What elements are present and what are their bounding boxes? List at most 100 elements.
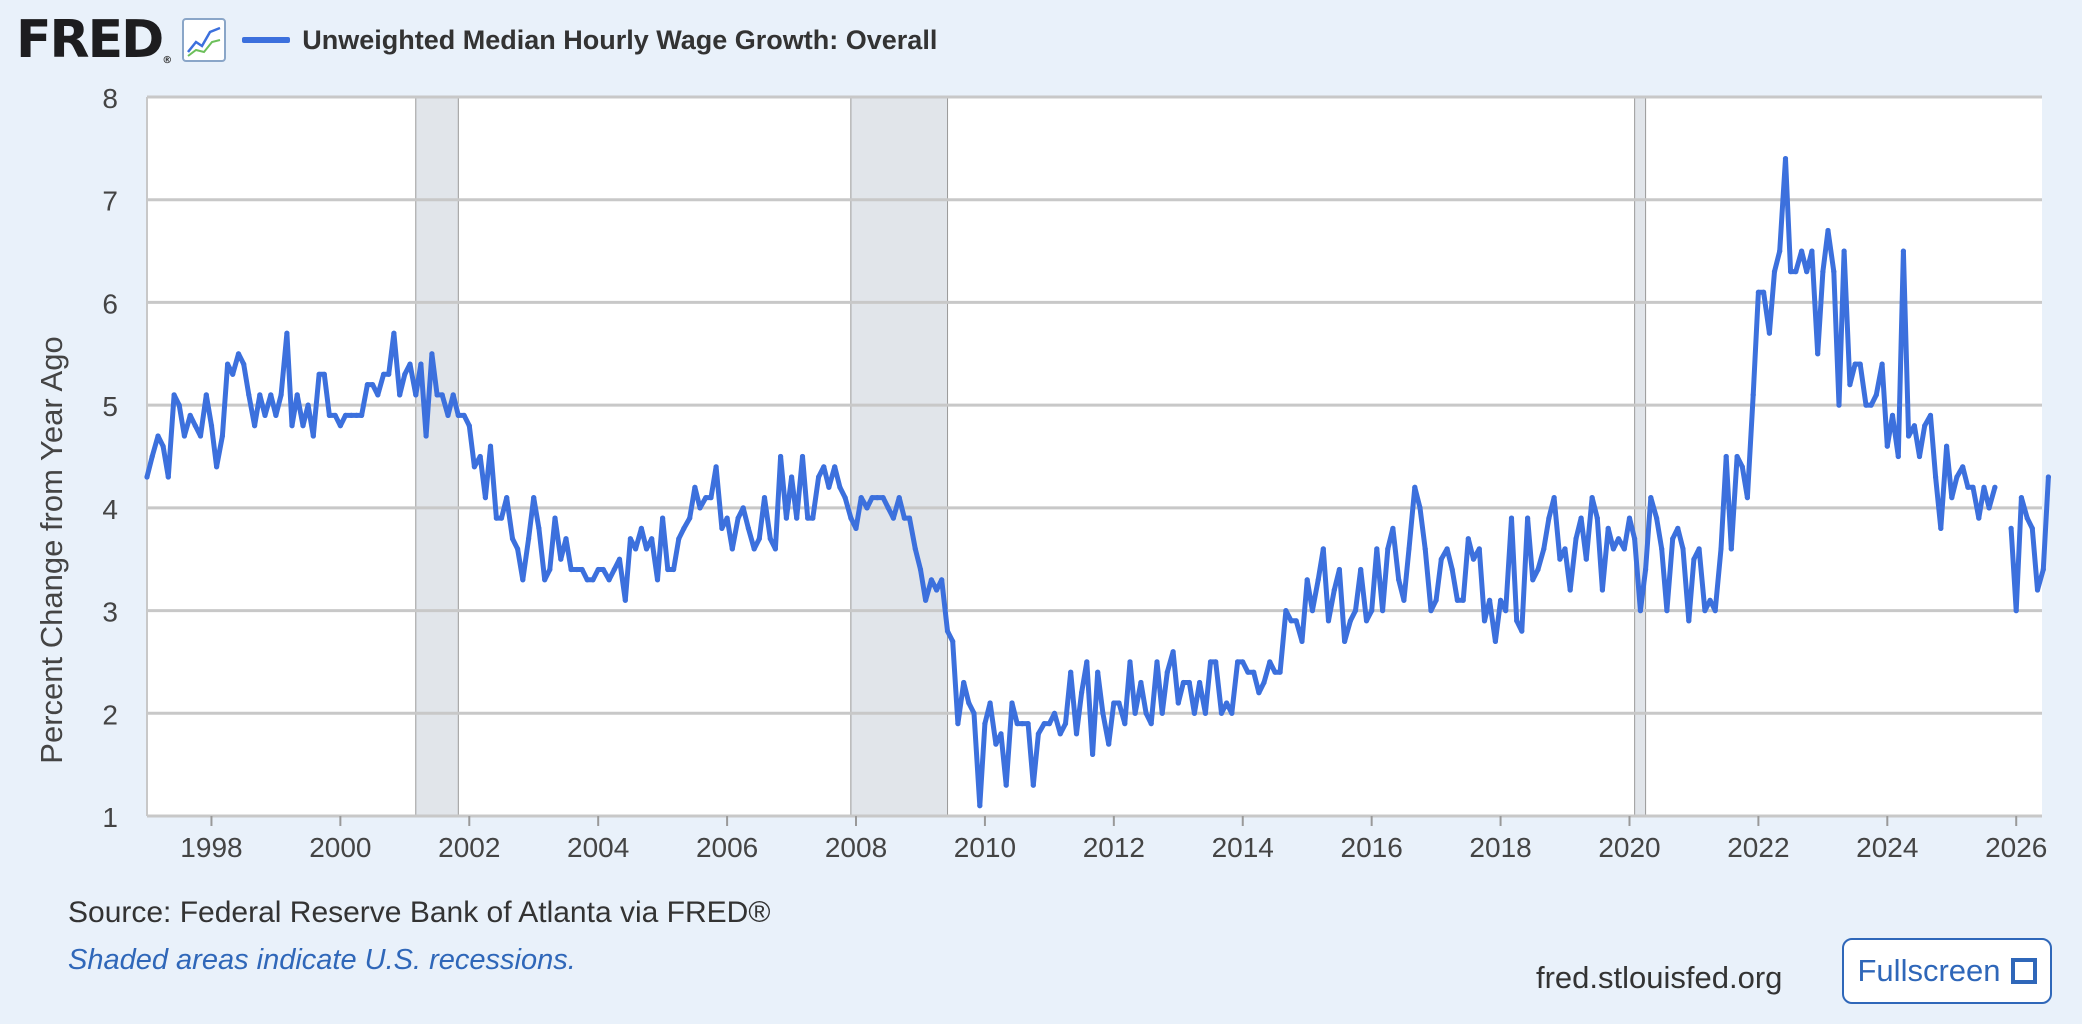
data-point xyxy=(235,351,242,357)
data-point xyxy=(1514,618,1520,624)
data-point xyxy=(289,423,295,429)
legend-swatch xyxy=(242,37,291,43)
data-point xyxy=(864,505,870,511)
fred-logo[interactable]: FRED® xyxy=(16,10,172,70)
data-point xyxy=(1815,351,1821,357)
data-point xyxy=(1347,618,1353,624)
data-point xyxy=(1626,515,1633,521)
data-point xyxy=(1696,546,1702,552)
data-point xyxy=(1396,577,1402,583)
x-tick-label: 2016 xyxy=(1341,832,1403,863)
source-text: Source: Federal Reserve Bank of Atlanta … xyxy=(68,896,771,929)
data-point xyxy=(939,577,945,583)
data-point xyxy=(874,495,880,501)
data-point xyxy=(1820,269,1826,275)
data-point xyxy=(740,505,746,511)
sparkline-icon[interactable] xyxy=(182,18,227,62)
data-point xyxy=(1712,608,1718,614)
data-point xyxy=(896,495,902,501)
data-point xyxy=(558,556,564,562)
data-point xyxy=(1449,566,1455,573)
data-point xyxy=(1438,556,1444,562)
data-point xyxy=(671,566,677,573)
data-point xyxy=(719,525,725,532)
data-point xyxy=(504,495,510,501)
data-point xyxy=(837,484,843,490)
fred-url[interactable]: fred.stlouisfed.org xyxy=(1536,960,1783,995)
data-point xyxy=(1965,484,1971,490)
data-point xyxy=(805,515,811,521)
data-point xyxy=(1051,710,1058,716)
x-tick-label: 2006 xyxy=(696,832,758,863)
data-point xyxy=(1154,659,1160,665)
data-point xyxy=(987,700,993,706)
data-point xyxy=(1363,618,1370,624)
data-point xyxy=(1535,566,1541,573)
data-point xyxy=(1884,443,1890,449)
data-point xyxy=(241,361,247,367)
data-point xyxy=(1331,587,1337,593)
data-point xyxy=(660,515,666,521)
data-point xyxy=(268,392,274,398)
data-point xyxy=(654,577,661,583)
data-point xyxy=(230,371,236,377)
data-point xyxy=(1245,669,1251,675)
data-point xyxy=(423,433,429,439)
data-point xyxy=(1207,659,1214,665)
data-point xyxy=(606,577,612,583)
data-point xyxy=(869,495,875,501)
data-point xyxy=(1304,577,1310,583)
data-point xyxy=(337,423,343,429)
data-point xyxy=(1019,721,1025,727)
data-point xyxy=(692,484,698,490)
data-point xyxy=(482,495,488,501)
data-point xyxy=(858,495,864,501)
data-point xyxy=(880,495,886,501)
data-point xyxy=(1369,608,1375,614)
data-point xyxy=(466,423,472,429)
fullscreen-button[interactable]: Fullscreen xyxy=(1842,938,2052,1004)
data-point xyxy=(225,361,231,367)
data-point xyxy=(1610,546,1616,552)
data-point xyxy=(1062,721,1069,727)
data-point xyxy=(1750,392,1756,398)
data-point xyxy=(1637,608,1643,614)
data-point xyxy=(1325,618,1332,624)
data-point xyxy=(1106,741,1112,747)
data-point xyxy=(1057,731,1063,737)
data-point xyxy=(1465,536,1471,542)
data-point xyxy=(1589,495,1595,501)
data-point xyxy=(375,392,381,398)
data-point xyxy=(402,371,408,377)
data-point xyxy=(745,525,752,532)
data-point xyxy=(321,371,327,377)
data-point xyxy=(498,515,505,521)
data-point xyxy=(713,464,719,470)
data-point xyxy=(413,392,419,398)
data-point xyxy=(853,525,859,532)
data-point xyxy=(1809,248,1815,254)
data-point xyxy=(203,392,209,398)
data-point xyxy=(1895,453,1901,460)
y-tick-label: 6 xyxy=(102,288,118,319)
x-tick-label: 2010 xyxy=(954,832,1016,863)
data-point xyxy=(208,423,215,429)
data-point xyxy=(1938,525,1944,532)
data-point xyxy=(1299,638,1305,645)
data-point xyxy=(1825,227,1831,234)
data-point xyxy=(993,741,999,747)
data-point xyxy=(1213,659,1219,665)
data-point xyxy=(1578,515,1584,521)
data-point xyxy=(1804,269,1810,275)
data-point xyxy=(1487,597,1493,603)
data-point xyxy=(1014,721,1020,727)
data-point xyxy=(1116,700,1122,706)
data-point xyxy=(1573,536,1579,542)
gridlines xyxy=(146,95,2042,818)
data-point xyxy=(1788,269,1794,275)
data-point xyxy=(477,453,483,460)
data-point xyxy=(1261,679,1267,686)
data-point xyxy=(1090,751,1096,758)
data-point xyxy=(332,412,338,418)
y-tick-label: 5 xyxy=(102,391,118,422)
